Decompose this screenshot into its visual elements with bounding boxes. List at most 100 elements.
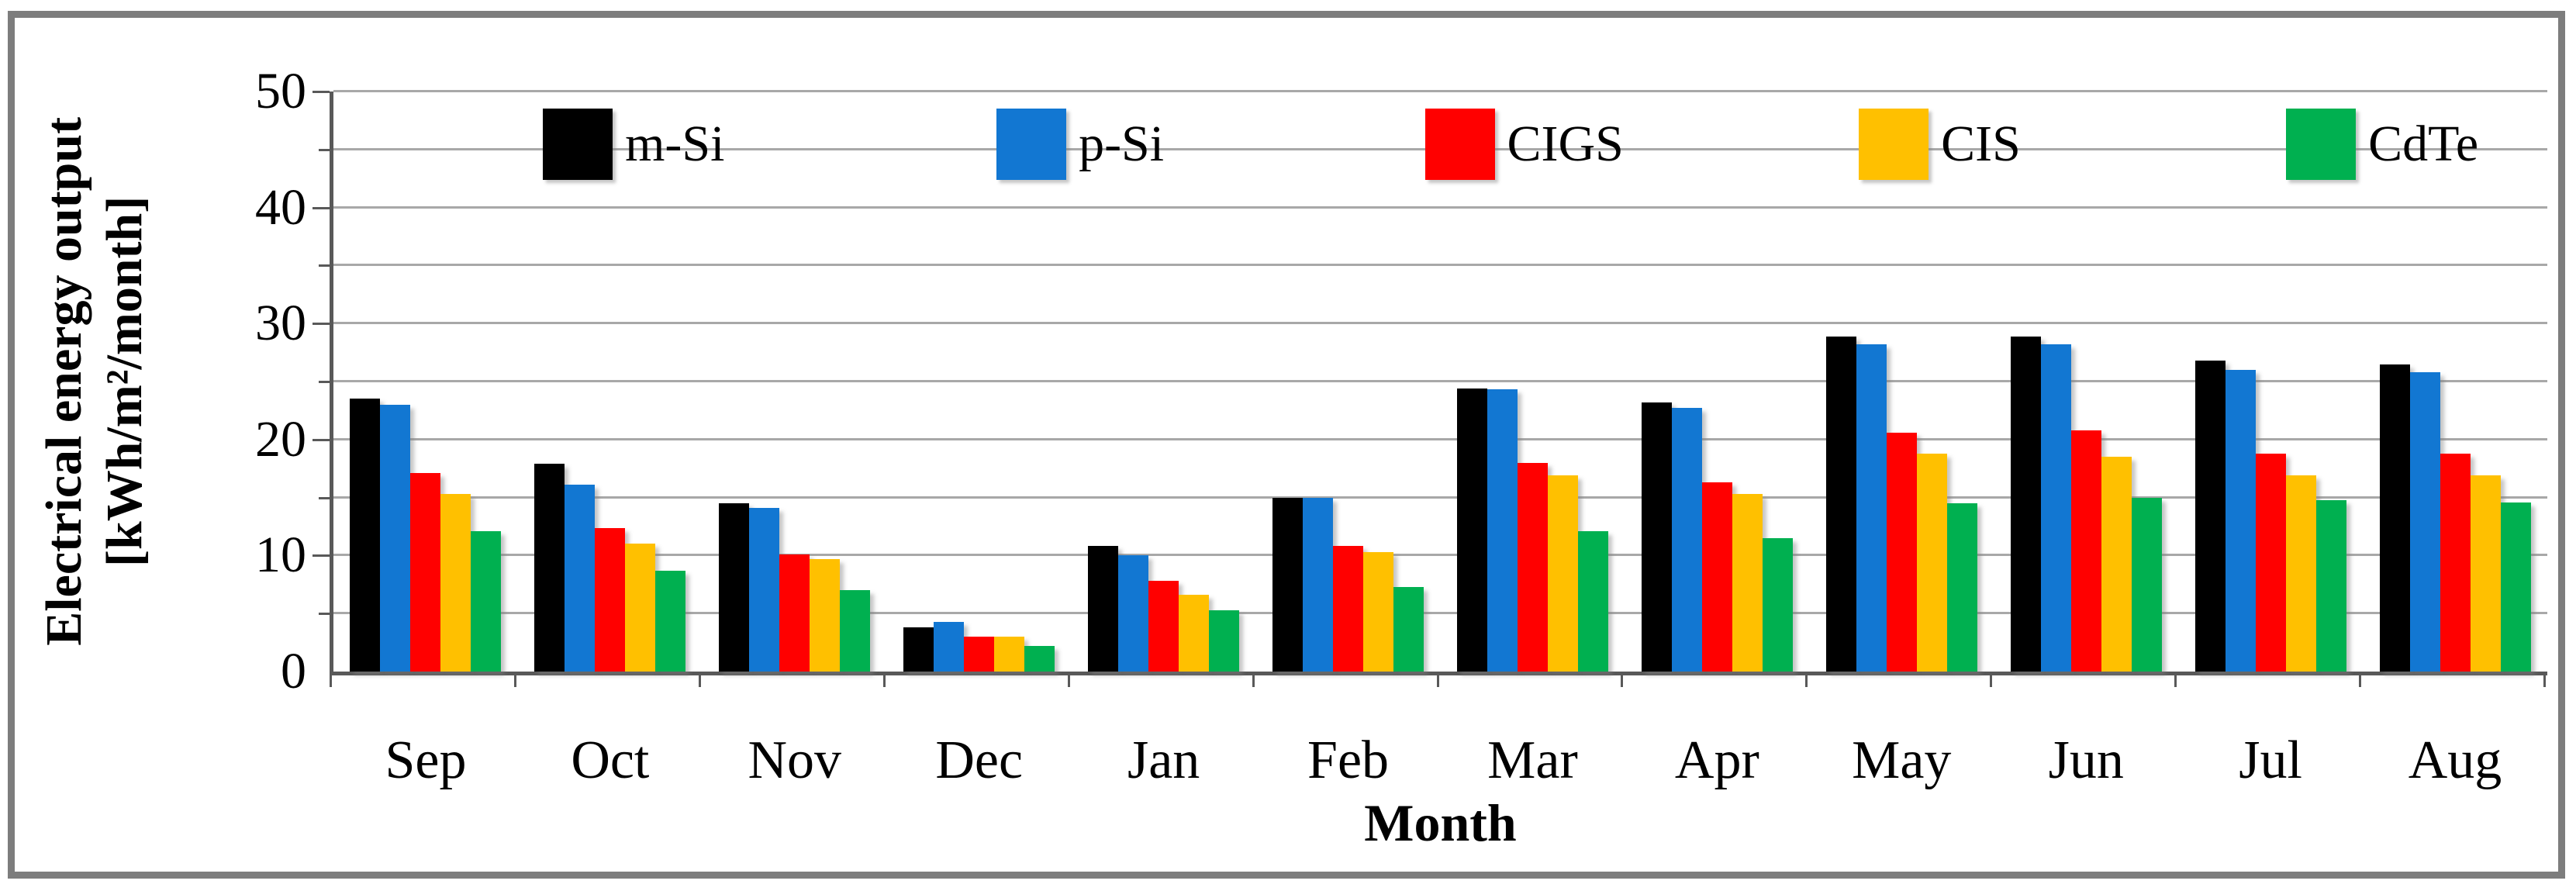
y-tick-mark-5 — [319, 613, 330, 616]
bar-Sep-CIGS — [410, 473, 441, 672]
y-tick-label-30: 30 — [255, 295, 306, 352]
legend-label-p-Si: p-Si — [1079, 116, 1165, 172]
bar-Apr-CdTe — [1762, 537, 1793, 672]
bar-Jul-p-Si — [2225, 370, 2256, 672]
legend-swatch-CdTe — [2286, 109, 2357, 180]
bar-Jul-CdTe — [2315, 499, 2346, 672]
bar-Aug-CIS — [2470, 475, 2501, 672]
gridline-35 — [333, 264, 2547, 267]
y-tick-mark-10 — [313, 554, 330, 558]
bar-Jun-CIS — [2101, 457, 2132, 672]
legend-item-CIS: CIS — [1859, 109, 2021, 180]
bar-May-CIS — [1916, 453, 1947, 672]
y-axis-title: Electrical energy output [kWh/m²/month] — [34, 117, 155, 646]
legend-label-CIS: CIS — [1941, 116, 2021, 172]
gridline-5 — [333, 612, 2547, 615]
bar-Dec-CIS — [994, 637, 1025, 672]
bar-May-m-Si — [1825, 336, 1856, 672]
y-tick-label-50: 50 — [255, 63, 306, 119]
x-tick-mark-0 — [330, 672, 332, 687]
bar-Feb-p-Si — [1303, 497, 1334, 672]
bar-Nov-m-Si — [719, 503, 750, 672]
y-tick-mark-15 — [319, 496, 330, 499]
x-tick-mark-1 — [513, 672, 516, 687]
bar-Sep-p-Si — [380, 404, 411, 672]
x-tick-label-Feb: Feb — [1307, 730, 1390, 790]
bar-Apr-CIGS — [1701, 482, 1732, 672]
figure-border — [8, 11, 2565, 879]
legend-item-p-Si: p-Si — [996, 109, 1164, 180]
y-tick-label-10: 10 — [255, 527, 306, 584]
bar-Dec-m-Si — [903, 627, 934, 672]
bar-Oct-p-Si — [565, 485, 596, 672]
bar-Jul-CIS — [2285, 475, 2316, 672]
x-tick-label-Nov: Nov — [748, 730, 842, 790]
gridline-20 — [333, 437, 2547, 440]
x-tick-label-Oct: Oct — [571, 730, 650, 790]
bar-Apr-p-Si — [1671, 408, 1702, 672]
x-tick-label-Jul: Jul — [2239, 730, 2302, 790]
bar-May-CdTe — [1946, 503, 1977, 672]
gridline-40 — [333, 205, 2547, 209]
y-tick-mark-45 — [319, 148, 330, 151]
bar-Jan-CIS — [1179, 595, 1210, 672]
bar-Dec-CIGS — [964, 637, 995, 672]
x-tick-mark-2 — [698, 672, 701, 687]
x-tick-label-Sep: Sep — [385, 730, 467, 790]
y-tick-mark-30 — [313, 323, 330, 326]
bar-May-p-Si — [1856, 344, 1887, 672]
x-tick-mark-11 — [2359, 672, 2362, 687]
y-axis-title-line1: Electrical energy output — [36, 117, 93, 646]
bar-Feb-m-Si — [1272, 497, 1304, 672]
y-tick-mark-50 — [313, 91, 330, 93]
bar-Oct-CdTe — [655, 570, 686, 672]
x-tick-mark-5 — [1252, 672, 1255, 687]
gridline-45 — [333, 147, 2547, 150]
x-tick-label-Mar: Mar — [1487, 730, 1578, 790]
gridline-15 — [333, 496, 2547, 499]
bar-Jan-CIGS — [1148, 581, 1179, 672]
bar-Feb-CdTe — [1393, 586, 1424, 672]
bar-Dec-CdTe — [1024, 646, 1055, 672]
bar-Aug-CdTe — [2500, 502, 2531, 672]
bar-Jun-p-Si — [2040, 344, 2071, 672]
bar-Apr-CIS — [1732, 494, 1763, 672]
x-tick-mark-10 — [2174, 672, 2177, 687]
x-tick-mark-12 — [2543, 672, 2546, 687]
legend-item-m-Si: m-Si — [543, 109, 724, 180]
y-tick-mark-25 — [319, 381, 330, 383]
x-tick-mark-9 — [1990, 672, 1993, 687]
x-tick-label-May: May — [1852, 730, 1952, 790]
bar-Jan-CdTe — [1209, 610, 1240, 672]
y-tick-label-0: 0 — [281, 643, 306, 699]
bar-Jan-m-Si — [1088, 546, 1119, 672]
x-tick-mark-3 — [882, 672, 886, 687]
bar-Mar-CIGS — [1517, 462, 1548, 672]
bar-Apr-m-Si — [1641, 402, 1672, 672]
bar-Mar-CIS — [1547, 475, 1578, 672]
y-tick-mark-40 — [313, 206, 330, 209]
legend-label-CdTe: CdTe — [2368, 116, 2479, 172]
y-axis-line — [330, 92, 333, 672]
bar-Jun-CIGS — [2070, 430, 2101, 672]
bar-Sep-CIS — [440, 494, 471, 672]
bar-Nov-CdTe — [840, 590, 871, 672]
bar-Mar-p-Si — [1487, 389, 1518, 672]
legend-swatch-m-Si — [543, 109, 613, 180]
legend-label-CIGS: CIGS — [1507, 116, 1624, 172]
y-tick-mark-20 — [313, 438, 330, 441]
legend-label-m-Si: m-Si — [625, 116, 725, 172]
x-tick-label-Apr: Apr — [1674, 730, 1759, 790]
legend-item-CIGS: CIGS — [1424, 109, 1624, 180]
gridline-30 — [333, 322, 2547, 325]
bar-Oct-CIGS — [595, 527, 626, 672]
bar-Nov-p-Si — [749, 508, 780, 672]
x-tick-label-Dec: Dec — [935, 730, 1024, 790]
x-axis-title: Month — [1364, 793, 1517, 852]
bar-Feb-CIGS — [1333, 546, 1364, 672]
plot-area: m-Si p-Si CIGS CIS CdTe — [330, 90, 2547, 675]
bar-Aug-CIGS — [2440, 453, 2471, 672]
x-tick-mark-4 — [1067, 672, 1070, 687]
legend-swatch-CIGS — [1424, 109, 1495, 180]
